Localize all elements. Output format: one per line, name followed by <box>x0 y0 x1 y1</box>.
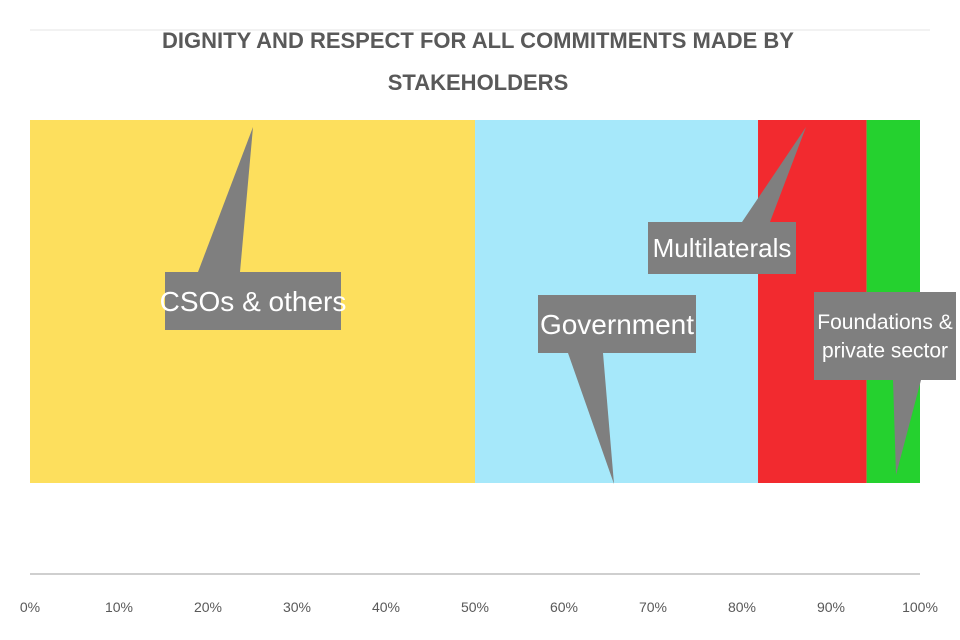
callout-label-2-0: Multilaterals <box>653 233 792 263</box>
callout-label-3-0: Foundations & <box>817 311 952 334</box>
x-tick-label-3: 30% <box>283 599 311 615</box>
x-tick-label-0: 0% <box>20 599 40 615</box>
callout-box-1 <box>538 295 696 353</box>
callout-pointer-2 <box>742 127 806 222</box>
callout-pointer-3 <box>893 380 921 475</box>
callout-pointer-1 <box>568 353 614 484</box>
callouts-layer: CSOs & others Government Multilaterals Foun… <box>160 127 956 484</box>
callout-box-3 <box>814 292 956 380</box>
x-tick-label-8: 80% <box>728 599 756 615</box>
callout-pointer-0 <box>198 127 253 272</box>
x-tick-label-4: 40% <box>372 599 400 615</box>
chart-title-line-1: DIGNITY AND RESPECT FOR ALL COMMITMENTS … <box>162 28 794 53</box>
x-tick-label-7: 70% <box>639 599 667 615</box>
x-tick-label-9: 90% <box>817 599 845 615</box>
callout-label-3-1: private sector <box>822 340 948 363</box>
x-tick-label-2: 20% <box>194 599 222 615</box>
x-tick-label-5: 50% <box>461 599 489 615</box>
callout-label-0-0: CSOs & others <box>160 286 347 317</box>
callout-box-0 <box>165 272 341 330</box>
callout-box-2 <box>648 222 796 274</box>
x-tick-label-10: 100% <box>902 599 938 615</box>
chart-title-line-2: STAKEHOLDERS <box>388 70 569 95</box>
x-axis-ticks: 0% 10% 20% 30% 40% 50% 60% 70% 80% 90% 100% <box>20 599 938 615</box>
x-tick-label-1: 10% <box>105 599 133 615</box>
x-tick-label-6: 60% <box>550 599 578 615</box>
callout-label-1-0: Government <box>540 309 694 340</box>
